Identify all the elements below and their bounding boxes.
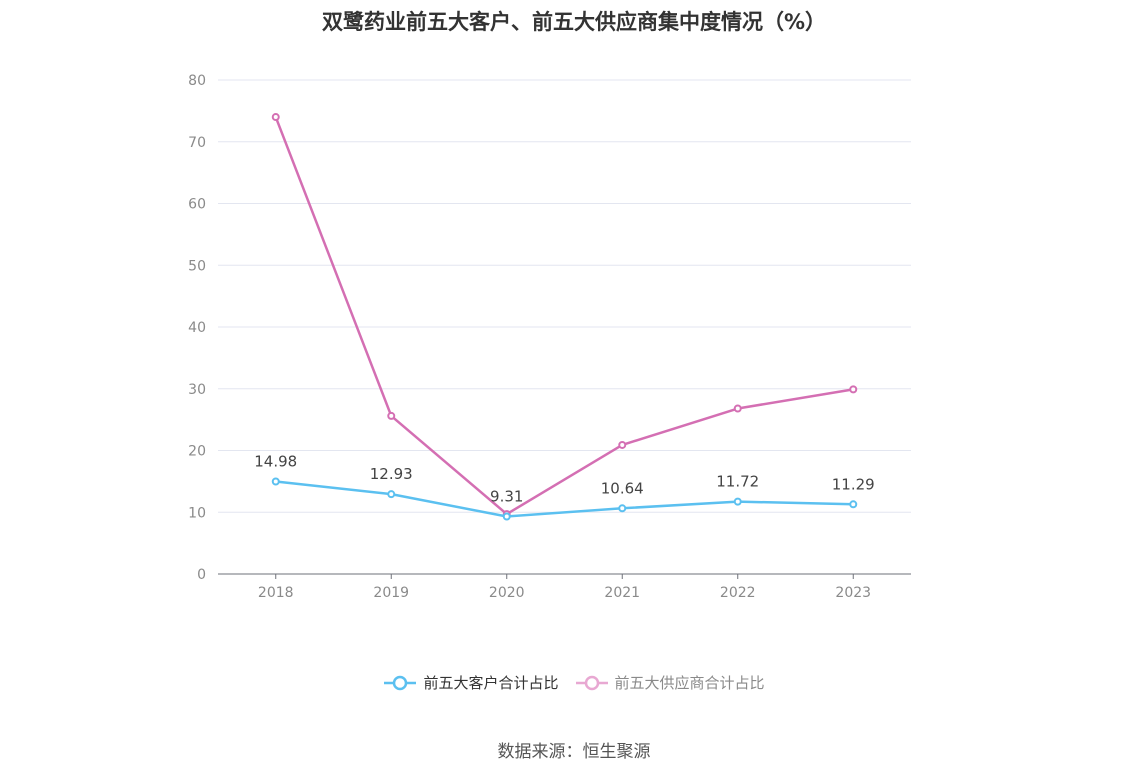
x-tick-label-2021: 2021 [604, 585, 640, 601]
y-tick-label-30: 30 [188, 382, 206, 398]
x-tick-label-2023: 2023 [835, 585, 871, 601]
data-label-2018: 14.98 [254, 452, 297, 470]
x-tick-label-2020: 2020 [489, 585, 525, 601]
series-line-1 [274, 116, 854, 516]
series-1-point-2023[interactable] [849, 385, 858, 394]
data-label-2023: 11.29 [832, 475, 875, 493]
legend-label-customers: 前五大客户合计占比 [423, 674, 559, 692]
series-0-point-2021[interactable] [618, 504, 627, 513]
series-0-point-2019[interactable] [387, 490, 396, 499]
y-tick-label-60: 60 [188, 197, 206, 213]
y-tick-label-80: 80 [188, 73, 206, 89]
data-source: 数据来源：恒生聚源 [497, 742, 651, 762]
grid-layer [218, 79, 911, 513]
series-0-point-2023[interactable] [849, 500, 858, 509]
legend-marker-suppliers-icon [575, 675, 608, 690]
y-tick-label-20: 20 [188, 444, 206, 460]
legend-item-suppliers[interactable]: 前五大供应商合计占比 [575, 672, 765, 693]
data-label-2020: 9.31 [490, 488, 523, 506]
data-label-2019: 12.93 [370, 465, 413, 483]
x-tick-label-2019: 2019 [373, 585, 409, 601]
series-1-point-2018[interactable] [271, 113, 280, 122]
legend-label-suppliers: 前五大供应商合计占比 [614, 674, 765, 692]
y-tick-label-0: 0 [197, 567, 206, 583]
axis-layer: 0 10 20 30 40 50 60 70 80 2018 2019 2020 2021 2022 202… [188, 73, 911, 601]
series-0-point-2022[interactable] [733, 497, 742, 506]
chart-title: 双鹭药业前五大客户、前五大供应商集中度情况（%） [321, 10, 827, 34]
data-label-layer: 14.98 12.93 9.31 10.64 11.72 11.29 [254, 452, 874, 505]
series-1-point-2019[interactable] [387, 411, 396, 420]
data-label-2022: 11.72 [716, 473, 759, 491]
x-tick-label-2022: 2022 [720, 585, 756, 601]
series-line-0 [275, 480, 854, 518]
series-0-point-2020[interactable] [502, 512, 511, 521]
legend: 前五大客户合计占比 前五大供应商合计占比 [0, 672, 1148, 693]
y-tick-label-50: 50 [188, 258, 206, 274]
data-label-2021: 10.64 [601, 479, 644, 497]
legend-marker-customers-icon [384, 675, 417, 690]
y-tick-label-40: 40 [188, 320, 206, 336]
y-tick-label-10: 10 [188, 505, 206, 521]
series-1-point-2021[interactable] [618, 440, 627, 449]
series-0-point-2018[interactable] [271, 477, 280, 486]
x-tick-label-2018: 2018 [258, 585, 294, 601]
legend-item-customers[interactable]: 前五大客户合计占比 [383, 672, 559, 693]
y-tick-label-70: 70 [188, 135, 206, 151]
series-1-point-2022[interactable] [733, 404, 742, 413]
series-layer [271, 113, 858, 521]
